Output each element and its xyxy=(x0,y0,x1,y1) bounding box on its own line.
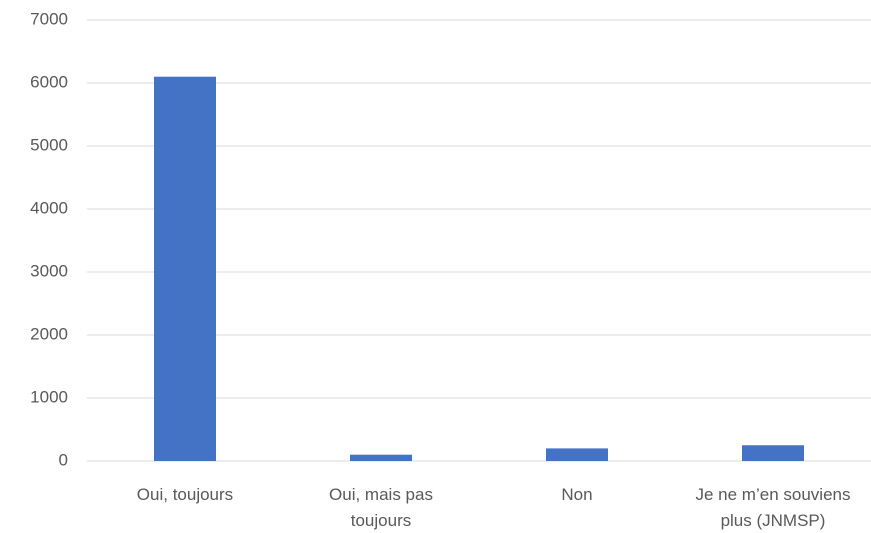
y-tick-label: 6000 xyxy=(30,72,68,91)
bar xyxy=(546,448,608,461)
y-tick-label: 2000 xyxy=(30,324,68,343)
y-tick-label: 3000 xyxy=(30,261,68,280)
y-tick-label: 7000 xyxy=(30,9,68,28)
x-tick-label: Je ne m’en souviens plus (JNMSP) xyxy=(695,485,851,530)
x-tick-label: Oui, toujours xyxy=(136,485,234,504)
bar xyxy=(350,454,412,461)
y-tick-label: 0 xyxy=(59,450,68,469)
bar xyxy=(742,445,804,461)
x-tick-label: Oui, mais pas toujours xyxy=(329,485,433,530)
bar xyxy=(154,76,216,461)
y-tick-label: 5000 xyxy=(30,135,68,154)
x-tick-label: Non xyxy=(561,485,593,504)
y-tick-label: 4000 xyxy=(30,198,68,217)
y-tick-label: 1000 xyxy=(30,387,68,406)
